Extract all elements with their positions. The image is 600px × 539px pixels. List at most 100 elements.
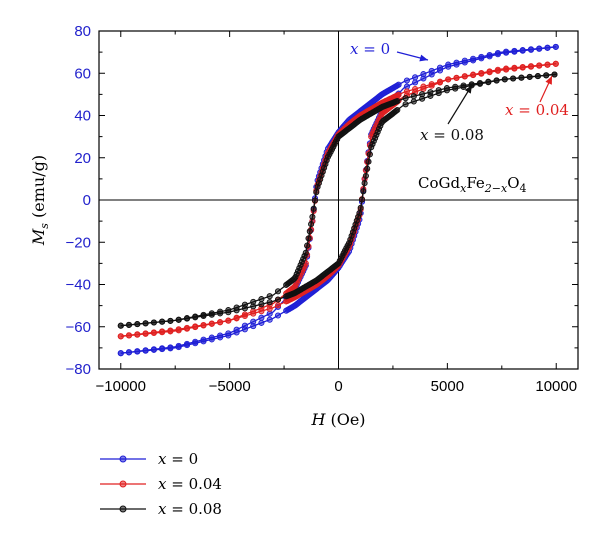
series-2-lower-branch-point [258, 301, 265, 308]
series-2-lower-branch-point [167, 317, 174, 324]
series-0-lower-branch-point [183, 342, 191, 349]
series-2-upper-branch-point [258, 296, 265, 303]
series-2 [117, 71, 558, 329]
series-1-arrow-head [545, 76, 552, 85]
series-1-lower-branch-point [175, 327, 182, 334]
series-1-lower-branch-point [503, 66, 510, 73]
series-0-lower-branch-point [428, 71, 435, 78]
series-0-upper-branch-point [258, 314, 265, 321]
series-1-lower-branch-point [274, 302, 282, 309]
series-0-lower-branch-point [461, 59, 468, 66]
series-2-lower-branch-point [357, 204, 364, 211]
series-2-upper-branch-point [313, 189, 320, 196]
series-2-lower-branch-point [362, 172, 369, 179]
series-2-lower-branch-point [356, 210, 363, 217]
data-series [117, 43, 559, 357]
series-1-lower-branch-point [258, 308, 265, 315]
series-2-upper-branch-point [308, 221, 315, 228]
legend-marker [119, 480, 127, 488]
series-0-lower-branch-point [167, 345, 174, 352]
series-0-lower-branch-point [233, 329, 240, 336]
series-0-lower-branch-point [536, 45, 543, 52]
y-tick-label: −20 [66, 234, 91, 251]
series-1-lower-branch-point [445, 76, 452, 83]
series-2-lower-branch-point [361, 180, 368, 187]
x-tick-label: 10000 [535, 378, 577, 395]
series-1-lower-branch-point [159, 329, 166, 336]
y-tick-label: −40 [66, 277, 91, 294]
series-0-lower-branch-point [192, 340, 199, 347]
series-0-lower-branch-point [125, 349, 133, 356]
series-0-lower-branch-point [159, 346, 166, 353]
legend-entry-0: x = 0 [100, 450, 198, 468]
series-1-lower-branch-point [217, 319, 224, 326]
series-0-arrow-head [419, 54, 428, 62]
series-2-lower-branch-point [241, 305, 248, 312]
series-2-lower-branch-point [192, 314, 199, 321]
series-2-lower-branch-point [142, 320, 149, 327]
series-1-lower-branch-point [200, 322, 207, 329]
series-0-upper-branch-point [403, 77, 410, 84]
series-1-lower-branch-point [544, 61, 551, 68]
series-2-upper-branch-point [310, 205, 317, 212]
series-0-lower-branch-point [453, 61, 460, 68]
series-1-lower-branch-point [453, 74, 460, 82]
series-0-lower-branch-point [470, 57, 477, 64]
series-2-lower-branch-point [208, 311, 215, 318]
series-0-lower-branch-point [175, 344, 182, 351]
series-0-lower-branch-point [225, 332, 232, 339]
series-1-lower-branch-point [134, 331, 141, 338]
series-2-lower-branch-point [410, 98, 417, 105]
series-0-lower-branch-point [412, 79, 419, 86]
series-1-lower-branch-point [241, 312, 248, 320]
series-2-lower-branch-point [493, 77, 500, 84]
series-2-lower-branch-point [460, 83, 467, 91]
series-2-lower-branch-point [225, 309, 232, 316]
legend: x = 0 x = 0.04 x = 0.08 [100, 450, 222, 518]
series-0-lower-branch-point [478, 55, 485, 62]
series-0-lower-branch-point [200, 338, 207, 345]
series-0-lower-branch-point [552, 43, 559, 50]
series-1-lower-branch-point [420, 85, 427, 92]
series-1-lower-branch-point [150, 329, 157, 337]
legend-entry-2: x = 0.08 [100, 500, 222, 518]
series-2-lower-branch-point [117, 322, 124, 329]
series-1-lower-branch-point [233, 315, 240, 322]
series-2-lower-branch-point [402, 101, 409, 108]
legend-label: x = 0 [158, 450, 198, 468]
series-0-lower-branch-point [486, 53, 493, 60]
x-tick-label: −10000 [96, 378, 146, 395]
axes: −80 −60 −40 −20 0 20 40 60 80 −10000 −5000 0 5000 100… [29, 23, 579, 429]
series-1-lower-branch-point [167, 328, 174, 335]
series-1-upper-branch-point [395, 91, 402, 98]
series-2-lower-branch-point [534, 73, 541, 80]
series-0-annotation: x = 0 [350, 40, 390, 58]
series-2-lower-branch-point [419, 95, 426, 102]
series-2-lower-branch-point [551, 71, 558, 78]
series-2-lower-branch-point [443, 87, 450, 94]
series-2-lower-branch-point [518, 74, 525, 81]
series-0-lower-branch-point [117, 350, 124, 357]
series-2-upper-branch-point [410, 93, 417, 100]
y-tick-label: 0 [83, 192, 91, 209]
series-0-lower-branch-point [445, 63, 452, 70]
series-2-lower-branch-point [435, 90, 442, 97]
series-0-lower-branch-point [217, 334, 224, 341]
series-0-upper-branch-point [266, 310, 273, 317]
series-1-lower-branch-point [183, 325, 191, 332]
series-0-lower-branch-point [250, 323, 257, 330]
series-2-lower-branch-point [394, 106, 401, 114]
series-1-lower-branch-point [552, 60, 559, 67]
series-2-upper-branch-point [402, 95, 409, 102]
series-2-annotation: x = 0.08 [420, 126, 484, 144]
series-0-upper-branch-point [395, 81, 402, 88]
formula-annotation: CoGdxFe2−xO4 [418, 174, 527, 195]
series-2-lower-branch-point [476, 80, 484, 87]
series-1-lower-branch-point [527, 63, 535, 70]
series-2-lower-branch-point [150, 319, 157, 326]
series-0-lower-branch-point [511, 48, 518, 55]
series-2-upper-branch-point [304, 242, 311, 249]
series-0-lower-branch-point [519, 47, 526, 54]
series-0-lower-branch-point [266, 316, 273, 323]
series-1-lower-branch-point [436, 79, 444, 86]
